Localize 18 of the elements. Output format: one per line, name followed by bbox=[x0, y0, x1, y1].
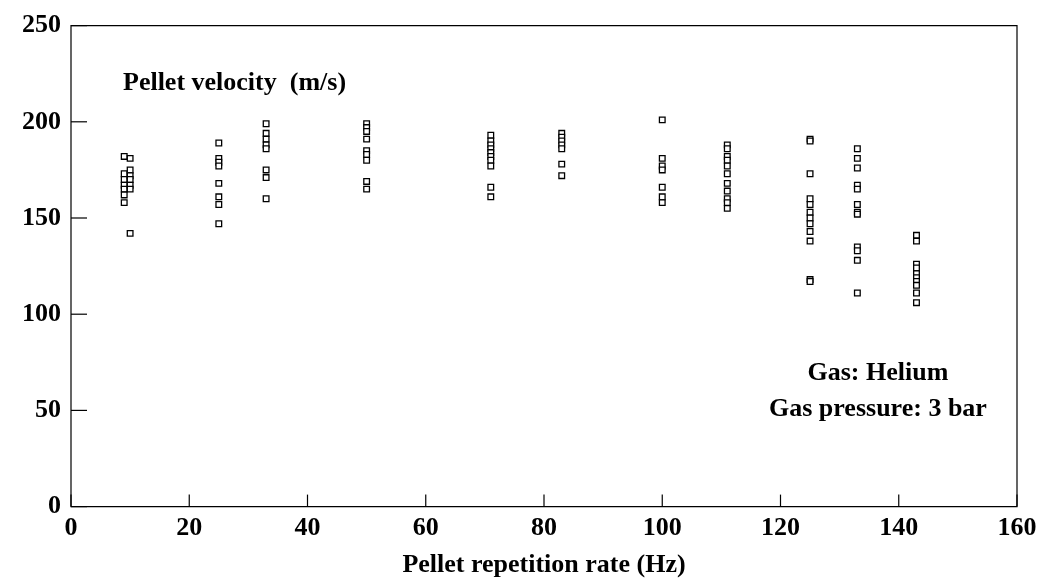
x-tick-label: 140 bbox=[879, 511, 919, 541]
x-tick-label: 160 bbox=[997, 511, 1037, 541]
x-tick-label: 20 bbox=[176, 511, 203, 541]
annotation: Gas: Helium bbox=[807, 357, 949, 387]
x-axis-title: Pellet repetition rate (Hz) bbox=[402, 549, 686, 579]
y-tick-label: 250 bbox=[22, 9, 61, 39]
y-axis-title: Pellet velocity (m/s) bbox=[123, 67, 347, 97]
x-tick-label: 40 bbox=[294, 511, 321, 541]
y-tick-label: 200 bbox=[22, 105, 61, 135]
y-tick-label: 0 bbox=[48, 490, 61, 520]
x-tick-label: 100 bbox=[642, 511, 682, 541]
y-tick-label: 150 bbox=[22, 201, 61, 231]
x-tick-label: 80 bbox=[531, 511, 557, 541]
x-tick-label: 120 bbox=[761, 511, 800, 541]
y-tick-label: 100 bbox=[22, 297, 61, 327]
y-tick-label: 50 bbox=[35, 394, 61, 424]
x-tick-label: 60 bbox=[412, 511, 439, 541]
annotation: Gas pressure: 3 bar bbox=[768, 393, 987, 423]
